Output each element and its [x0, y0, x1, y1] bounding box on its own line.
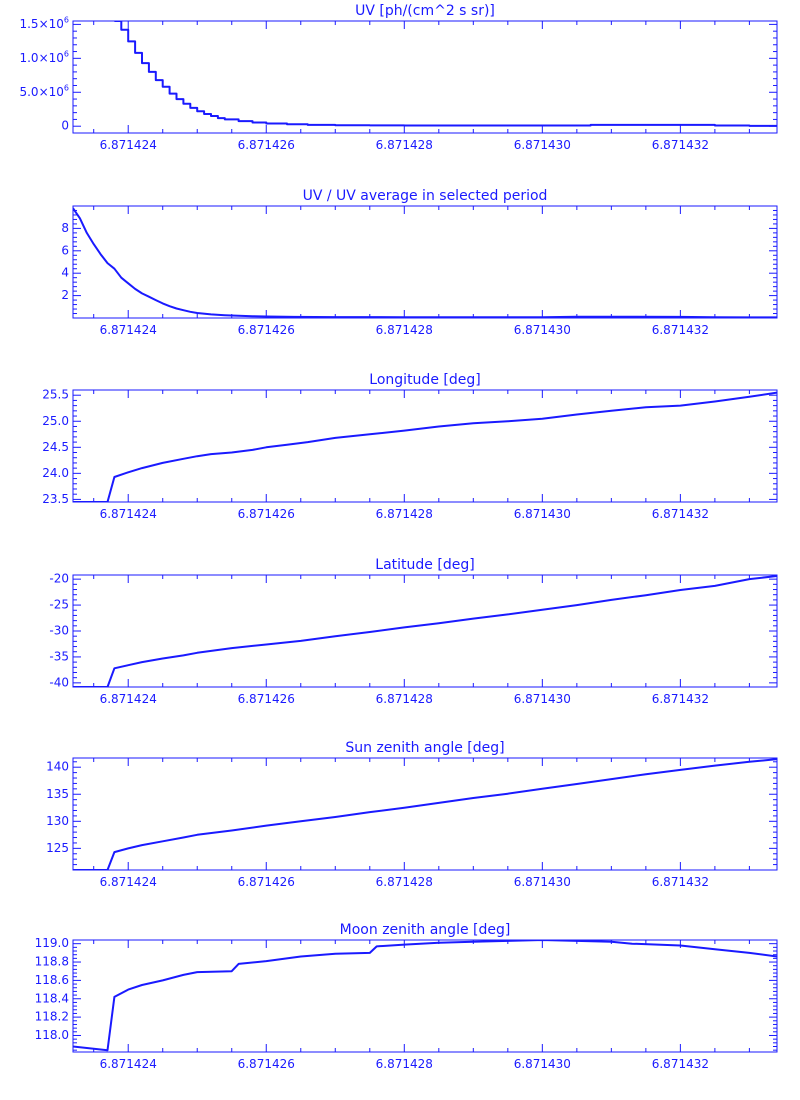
x-tick-label: 6.871428 — [376, 507, 433, 521]
series-line — [73, 940, 777, 1052]
plot-frame — [72, 757, 778, 871]
x-tick-label: 6.871426 — [238, 1057, 295, 1071]
x-tick-label: 6.871428 — [376, 692, 433, 706]
x-tick-label: 6.871430 — [514, 1057, 571, 1071]
chart-title: UV [ph/(cm^2 s sr)] — [355, 3, 495, 19]
chart-panel-6: Moon zenith angle [deg] 6.871424 6.871426 6… — [35, 922, 778, 1071]
y-tick-label: 140 — [46, 760, 69, 774]
chart-title: UV / UV average in selected period — [303, 188, 548, 204]
x-tick-label: 6.871424 — [100, 138, 157, 152]
x-tick-label: 6.871430 — [514, 507, 571, 521]
chart-title: Longitude [deg] — [369, 372, 480, 388]
x-tick-label: 6.871426 — [238, 507, 295, 521]
y-tick-label: 6 — [61, 243, 69, 257]
series-line — [73, 207, 777, 318]
x-tick-label: 6.871428 — [376, 323, 433, 337]
x-tick-label: 6.871430 — [514, 875, 571, 889]
x-tick-label: 6.871426 — [238, 323, 295, 337]
y-tick-label: 118.8 — [35, 955, 69, 969]
y-tick-label: -20 — [49, 572, 69, 586]
chart-title: Latitude [deg] — [375, 557, 474, 573]
y-tick-label: 24.0 — [42, 466, 69, 480]
x-tick-label: 6.871428 — [376, 138, 433, 152]
series-line — [73, 391, 777, 502]
y-tick-label: 1.5×106 — [19, 15, 69, 31]
y-tick-label: 24.5 — [42, 440, 69, 454]
chart-title: Moon zenith angle [deg] — [340, 922, 511, 938]
x-tick-label: 6.871426 — [238, 138, 295, 152]
y-tick-label: 5.0×106 — [19, 83, 69, 99]
y-tick-label: -35 — [49, 649, 69, 663]
x-tick-label: 6.871432 — [652, 875, 709, 889]
series-line — [73, 758, 777, 870]
plot-frame — [72, 389, 778, 503]
y-tick-label: 2 — [61, 288, 69, 302]
x-tick-label: 6.871424 — [100, 692, 157, 706]
x-tick-label: 6.871432 — [652, 692, 709, 706]
x-tick-label: 6.871426 — [238, 692, 295, 706]
x-tick-label: 6.871426 — [238, 875, 295, 889]
y-tick-label: 118.6 — [35, 973, 69, 987]
x-tick-label: 6.871424 — [100, 875, 157, 889]
y-tick-label: 25.0 — [42, 414, 69, 428]
y-tick-label: 8 — [61, 221, 69, 235]
x-tick-label: 6.871432 — [652, 1057, 709, 1071]
y-tick-label: 4 — [61, 266, 69, 280]
x-tick-label: 6.871430 — [514, 138, 571, 152]
y-tick-label: 135 — [46, 787, 69, 801]
chart-panel-4: Latitude [deg] 6.871424 6.871426 6.871428 6.… — [49, 557, 778, 706]
y-tick-label: 118.2 — [35, 1010, 69, 1024]
x-tick-label: 6.871428 — [376, 875, 433, 889]
x-tick-label: 6.871430 — [514, 323, 571, 337]
chart-panel-2: UV / UV average in selected period 6.8714… — [61, 188, 778, 337]
plot-frame — [72, 20, 778, 134]
series-line — [114, 21, 777, 127]
chart-panel-1: UV [ph/(cm^2 s sr)] 6.871424 6.871426 6.871… — [19, 3, 778, 152]
y-tick-label: 119.0 — [35, 936, 69, 950]
x-tick-label: 6.871424 — [100, 507, 157, 521]
x-tick-label: 6.871428 — [376, 1057, 433, 1071]
plot-frame — [72, 205, 778, 319]
chart-panel-5: Sun zenith angle [deg] 6.871424 6.871426 6.… — [46, 740, 778, 889]
y-tick-label: 118.4 — [35, 991, 69, 1005]
y-tick-label: -30 — [49, 624, 69, 638]
y-tick-label: 130 — [46, 814, 69, 828]
y-tick-label: 118.0 — [35, 1028, 69, 1042]
series-line — [73, 575, 777, 687]
y-tick-label: 1.0×106 — [19, 49, 69, 65]
x-tick-label: 6.871432 — [652, 323, 709, 337]
x-tick-label: 6.871424 — [100, 323, 157, 337]
x-tick-label: 6.871432 — [652, 138, 709, 152]
plot-frame — [72, 939, 778, 1053]
y-tick-label: 0 — [61, 119, 69, 133]
y-tick-label: 25.5 — [42, 388, 69, 402]
x-tick-label: 6.871432 — [652, 507, 709, 521]
y-tick-label: 125 — [46, 841, 69, 855]
y-tick-label: -25 — [49, 598, 69, 612]
chart-panel-3: Longitude [deg] 6.871424 6.871426 6.871428 6… — [42, 372, 778, 521]
y-tick-label: 23.5 — [42, 492, 69, 506]
chart-title: Sun zenith angle [deg] — [345, 740, 504, 756]
y-tick-label: -40 — [49, 675, 69, 689]
x-tick-label: 6.871424 — [100, 1057, 157, 1071]
x-tick-label: 6.871430 — [514, 692, 571, 706]
